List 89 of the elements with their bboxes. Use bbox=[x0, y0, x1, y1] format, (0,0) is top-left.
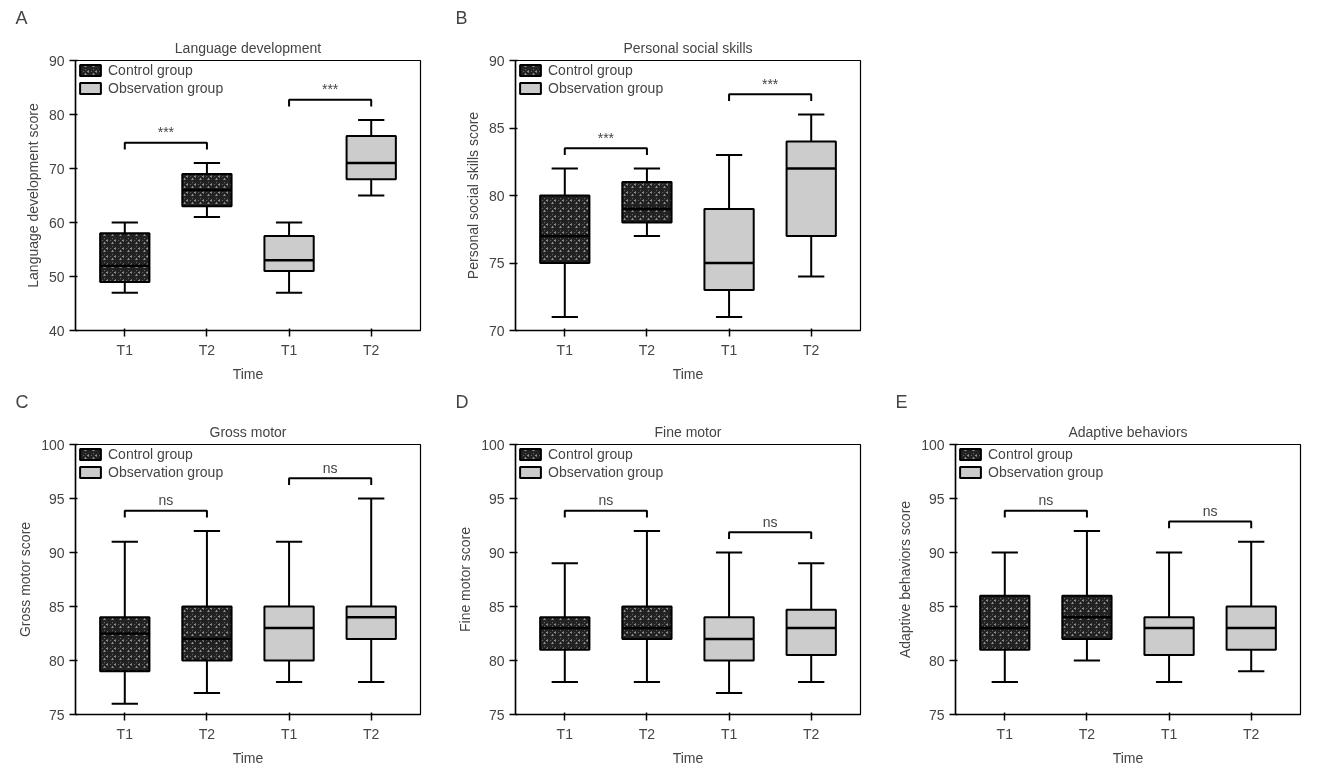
y-tick-label: 80 bbox=[48, 106, 65, 123]
y-tick-label: 40 bbox=[48, 322, 65, 339]
annotation: ns bbox=[762, 513, 778, 530]
y-tick-label: 100 bbox=[41, 436, 65, 453]
x-tick-label: T1 bbox=[996, 725, 1014, 742]
x-tick-label: T2 bbox=[1243, 725, 1260, 742]
y-axis-title: Language development score bbox=[24, 103, 41, 288]
x-tick-label: T2 bbox=[803, 725, 820, 742]
x-tick-label: T2 bbox=[638, 725, 656, 742]
x-tick-label: T2 bbox=[1078, 725, 1096, 742]
y-tick-label: 80 bbox=[48, 652, 65, 669]
annotation: *** bbox=[321, 80, 339, 97]
y-tick-label: 95 bbox=[488, 490, 505, 507]
x-tick-label: T1 bbox=[720, 725, 738, 742]
y-axis-title: Gross motor score bbox=[17, 521, 34, 638]
y-tick-label: 90 bbox=[928, 544, 945, 561]
chart-title: Fine motor bbox=[654, 423, 722, 440]
y-tick-label: 100 bbox=[921, 436, 945, 453]
legend-label: Control group bbox=[548, 446, 633, 462]
x-tick-label: T1 bbox=[116, 725, 134, 742]
x-axis-title: Time bbox=[1112, 749, 1144, 766]
x-tick-label: T2 bbox=[638, 341, 656, 358]
y-axis-title: Adaptive behaviors score bbox=[897, 500, 914, 659]
x-axis-title: Time bbox=[232, 365, 264, 382]
y-tick-label: 85 bbox=[488, 120, 505, 136]
annotation: ns bbox=[158, 491, 174, 508]
text: D bbox=[455, 391, 469, 412]
annotation: *** bbox=[761, 75, 779, 92]
y-tick-label: 100 bbox=[481, 436, 505, 453]
chart-title: Adaptive behaviors bbox=[1068, 423, 1188, 440]
y-tick-label: 95 bbox=[48, 490, 65, 507]
y-tick-label: 90 bbox=[488, 52, 505, 69]
y-tick-label: 75 bbox=[488, 255, 505, 271]
x-axis-title: Time bbox=[672, 365, 704, 382]
x-tick-label: T1 bbox=[1160, 725, 1178, 742]
y-axis-title: Fine motor score bbox=[457, 526, 474, 633]
y-tick-label: 50 bbox=[48, 268, 65, 285]
legend-label: Observation group bbox=[548, 464, 664, 480]
y-tick-label: 90 bbox=[488, 544, 505, 561]
y-tick-label: 80 bbox=[928, 652, 945, 669]
legend-label: Control group bbox=[988, 446, 1073, 462]
legend-label: Control group bbox=[108, 62, 193, 78]
y-axis-title: Personal social skills score bbox=[464, 111, 481, 280]
legend-label: Observation group bbox=[988, 464, 1104, 480]
legend-label: Observation group bbox=[548, 80, 664, 96]
y-tick-label: 80 bbox=[488, 652, 505, 669]
annotation: *** bbox=[597, 129, 615, 146]
x-tick-label: T1 bbox=[556, 341, 574, 358]
text: C bbox=[15, 391, 29, 412]
x-tick-label: T1 bbox=[116, 341, 134, 358]
y-tick-label: 85 bbox=[928, 598, 945, 615]
x-tick-label: T2 bbox=[803, 341, 820, 358]
x-tick-label: T2 bbox=[363, 341, 380, 358]
legend-label: Observation group bbox=[108, 464, 224, 480]
x-tick-label: T1 bbox=[280, 725, 298, 742]
y-tick-label: 70 bbox=[488, 322, 505, 339]
text: B bbox=[455, 7, 468, 28]
y-tick-label: 90 bbox=[48, 52, 65, 69]
y-tick-label: 75 bbox=[928, 706, 945, 723]
y-tick-label: 95 bbox=[928, 490, 945, 507]
x-tick-label: T1 bbox=[280, 341, 298, 358]
chart-title: Language development bbox=[174, 39, 322, 56]
y-tick-label: 85 bbox=[488, 598, 505, 615]
y-tick-label: 85 bbox=[48, 598, 65, 615]
x-axis-title: Time bbox=[672, 749, 704, 766]
x-tick-label: T1 bbox=[720, 341, 738, 358]
legend-label: Observation group bbox=[108, 80, 224, 96]
y-tick-label: 75 bbox=[48, 706, 65, 723]
annotation: ns bbox=[598, 491, 614, 508]
annotation: *** bbox=[157, 124, 175, 141]
chart-title: Gross motor bbox=[209, 423, 287, 440]
x-tick-label: T2 bbox=[363, 725, 380, 742]
annotation: ns bbox=[1202, 502, 1218, 519]
y-tick-label: 80 bbox=[488, 187, 505, 204]
text: A bbox=[15, 7, 28, 28]
y-tick-label: 70 bbox=[48, 160, 65, 177]
y-tick-label: 75 bbox=[488, 706, 505, 723]
y-tick-label: 90 bbox=[48, 544, 65, 561]
x-tick-label: T2 bbox=[198, 341, 216, 358]
annotation: ns bbox=[322, 459, 338, 476]
legend-label: Control group bbox=[108, 446, 193, 462]
annotation: ns bbox=[1038, 491, 1054, 508]
y-tick-label: 60 bbox=[48, 214, 65, 231]
chart-title: Personal social skills bbox=[623, 39, 753, 56]
x-tick-label: T2 bbox=[198, 725, 216, 742]
legend-label: Control group bbox=[548, 62, 633, 78]
x-axis-title: Time bbox=[232, 749, 264, 766]
x-tick-label: T1 bbox=[556, 725, 574, 742]
text: E bbox=[895, 391, 908, 412]
